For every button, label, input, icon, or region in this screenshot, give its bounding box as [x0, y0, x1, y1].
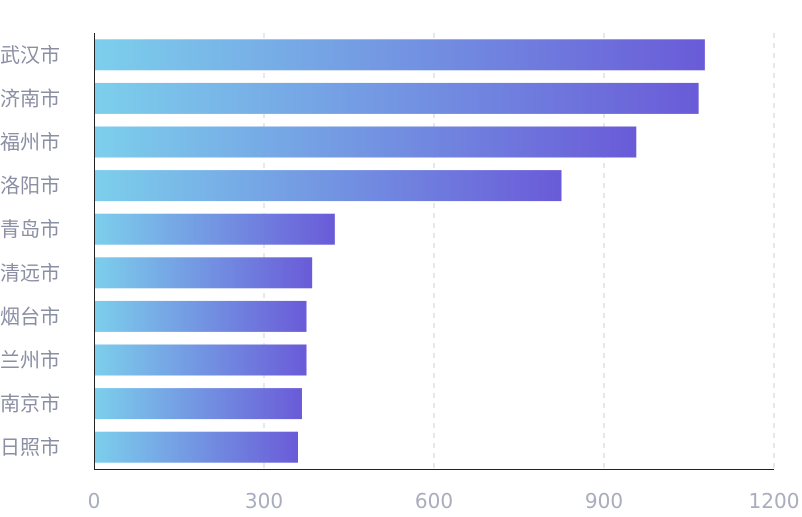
x-tick-label: 900	[585, 489, 623, 513]
bar	[94, 431, 298, 463]
category-label: 兰州市	[0, 348, 60, 372]
category-label: 烟台市	[0, 304, 60, 328]
category-label: 青岛市	[0, 217, 60, 241]
x-tick-label: 600	[415, 489, 453, 513]
bars	[94, 39, 705, 463]
bar	[94, 170, 562, 202]
x-tick-label: 0	[88, 489, 101, 513]
category-label: 济南市	[0, 86, 60, 110]
x-tick-labels: 0 300 600 900 1200	[88, 489, 800, 513]
category-label: 武汉市	[0, 43, 60, 67]
x-tick-label: 300	[245, 489, 283, 513]
category-label: 南京市	[0, 392, 60, 416]
bar	[94, 300, 307, 332]
category-label: 清远市	[0, 261, 60, 285]
bar	[94, 126, 637, 158]
axes	[94, 33, 774, 470]
category-label: 福州市	[0, 130, 60, 154]
bar	[94, 39, 705, 71]
bar	[94, 257, 313, 289]
bar	[94, 213, 335, 245]
bar	[94, 82, 699, 114]
category-label: 日照市	[0, 435, 60, 459]
x-tick-label: 1200	[749, 489, 800, 513]
bar	[94, 388, 302, 420]
bar	[94, 344, 307, 376]
category-label: 洛阳市	[0, 174, 60, 198]
